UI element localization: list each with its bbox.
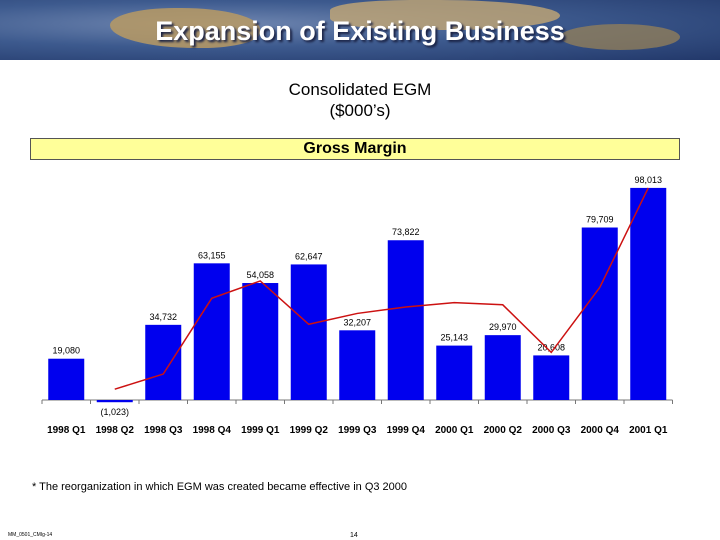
map-landmass (330, 0, 560, 30)
chart-title: Gross Margin (30, 138, 680, 160)
x-tick-label: 1998 Q3 (144, 425, 183, 436)
title-banner: Expansion of Existing Business (0, 0, 720, 60)
data-label: 32,207 (343, 317, 371, 327)
bar (581, 227, 618, 400)
data-label: 29,970 (489, 322, 517, 332)
data-label: 34,732 (149, 312, 177, 322)
map-landmass (110, 8, 260, 48)
footnote: * The reorganization in which EGM was cr… (32, 481, 408, 493)
x-tick-label: 2000 Q4 (581, 425, 620, 436)
bar (96, 400, 133, 403)
data-label: 25,143 (440, 333, 468, 343)
bar (339, 330, 376, 400)
data-label: 19,080 (52, 346, 80, 356)
data-label: 73,822 (392, 227, 420, 237)
data-label: (1,023) (100, 407, 129, 417)
bar (533, 355, 570, 400)
x-tick-label: 2001 Q1 (629, 425, 668, 436)
bar (193, 263, 230, 400)
x-tick-label: 1999 Q3 (338, 425, 377, 436)
bar (290, 264, 327, 400)
x-tick-label: 1999 Q4 (387, 425, 426, 436)
x-tick-label: 1999 Q2 (290, 425, 329, 436)
x-tick-label: 1998 Q4 (193, 425, 232, 436)
x-tick-label: 1999 Q1 (241, 425, 280, 436)
bar (48, 358, 85, 400)
x-tick-label: 2000 Q1 (435, 425, 474, 436)
bar (387, 240, 424, 400)
series-line (114, 187, 649, 390)
bar (242, 283, 279, 400)
chart-heading: Consolidated EGM (288, 80, 432, 99)
data-label: 54,058 (246, 270, 274, 280)
x-tick-label: 2000 Q2 (484, 425, 523, 436)
x-tick-label: 1998 Q1 (47, 425, 86, 436)
data-label: 20,608 (537, 342, 565, 352)
page-number: 14 (350, 532, 358, 539)
bar (436, 345, 473, 400)
chart-units: ($000’s) (329, 101, 391, 120)
data-label: 62,647 (295, 251, 323, 261)
map-landmass (560, 24, 680, 50)
bar (484, 335, 521, 400)
data-label: 98,013 (634, 175, 662, 185)
bar (145, 324, 182, 400)
data-label: 79,709 (586, 215, 614, 225)
x-tick-label: 2000 Q3 (532, 425, 571, 436)
bar (630, 187, 667, 400)
x-tick-label: 1998 Q2 (96, 425, 135, 436)
data-label: 63,155 (198, 250, 226, 260)
slide-title: Expansion of Existing Business (155, 16, 565, 46)
document-code: MM_0501_CMIg-14 (8, 532, 53, 538)
